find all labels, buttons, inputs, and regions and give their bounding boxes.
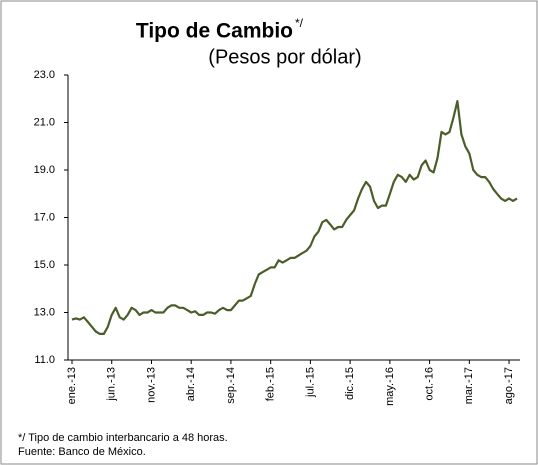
x-tick-label: mar.-17	[463, 367, 475, 404]
y-tick-label: 23.0	[34, 69, 55, 81]
note: Fuente: Banco de México.	[18, 446, 146, 458]
y-tick-label: 21.0	[34, 116, 55, 128]
x-tick-label: ago.-17	[503, 367, 515, 404]
y-tick-label: 19.0	[34, 164, 55, 176]
x-tick-label: jul.-15	[304, 367, 316, 398]
y-tick-label: 15.0	[34, 259, 55, 271]
x-tick-label: oct.-16	[423, 367, 435, 401]
x-tick-label: dic.-15	[344, 367, 356, 400]
y-tick-label: 17.0	[34, 211, 55, 223]
x-tick-label: sep.-14	[225, 367, 237, 404]
y-tick-label: 11.0	[34, 354, 55, 366]
chart-subtitle: (Pesos por dólar)	[208, 46, 361, 68]
note: */ Tipo de cambio interbancario a 48 hor…	[18, 432, 228, 444]
x-tick-label: nov.-13	[145, 367, 157, 403]
x-tick-label: abr.-14	[185, 367, 197, 401]
x-tick-label: ene.-13	[66, 367, 78, 404]
chart-title: Tipo de Cambio	[136, 20, 293, 43]
y-tick-label: 13.0	[34, 306, 55, 318]
x-tick-label: jun.-13	[106, 367, 118, 402]
title-sup: */	[295, 16, 304, 30]
x-tick-label: may.-16	[384, 367, 396, 406]
x-tick-label: feb.-15	[265, 367, 277, 401]
series-line	[71, 100, 518, 335]
